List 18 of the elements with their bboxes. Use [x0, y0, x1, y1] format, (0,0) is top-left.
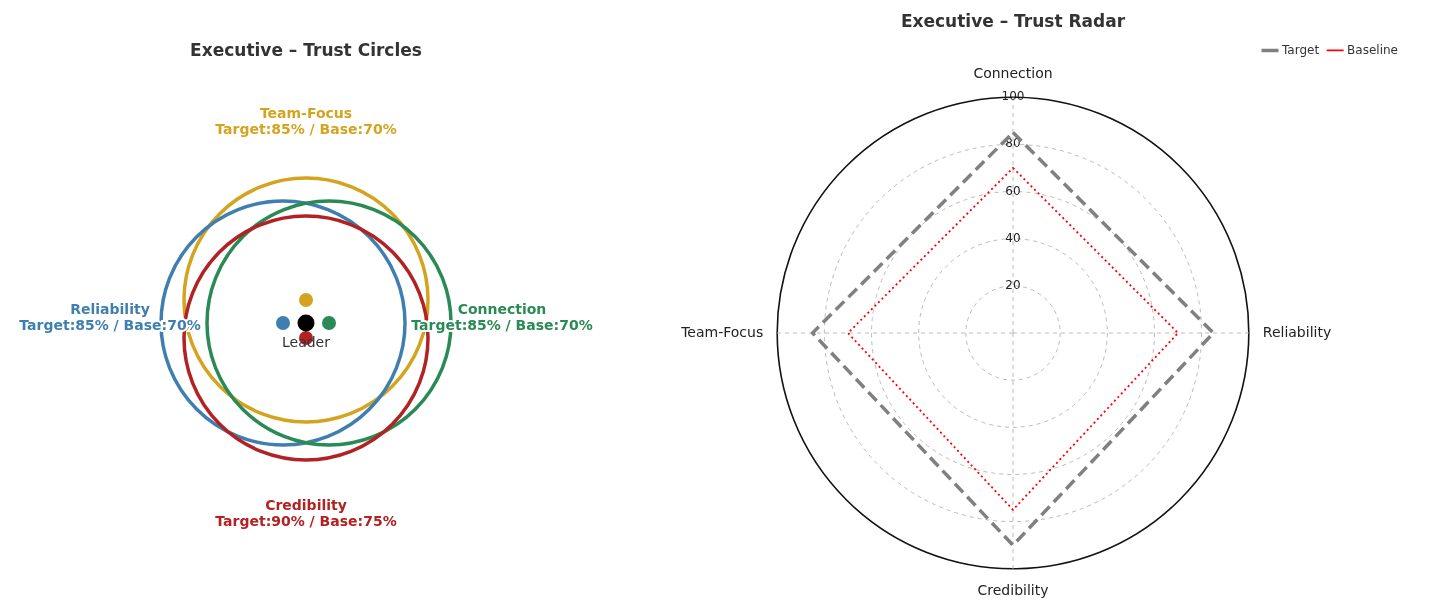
- text: Target:85% / Base:70%: [215, 121, 397, 137]
- spoke-label: Reliability: [1262, 323, 1332, 340]
- spoke-label: Credibility: [977, 581, 1049, 598]
- legend-label: Baseline: [1347, 42, 1399, 57]
- text: Executive – Trust Circles: [190, 40, 422, 60]
- y-tick-label: 20: [1005, 277, 1021, 292]
- category-label: Credibility: [265, 497, 347, 513]
- category-label: Team-Focus: [259, 105, 353, 121]
- spoke-label: Team-Focus: [680, 323, 764, 340]
- spoke-label: Connection: [973, 65, 1053, 82]
- text: Target:90% / Base:75%: [215, 513, 397, 529]
- category-label: Reliability: [70, 301, 150, 317]
- legend-label: Target: [1281, 42, 1320, 57]
- y-tick-label: 40: [1005, 230, 1021, 245]
- chart-title: Executive – Trust Radar: [900, 10, 1126, 31]
- category-label: Connection: [457, 301, 547, 317]
- text: Leader: [281, 334, 331, 350]
- y-tick-label: 60: [1005, 183, 1021, 198]
